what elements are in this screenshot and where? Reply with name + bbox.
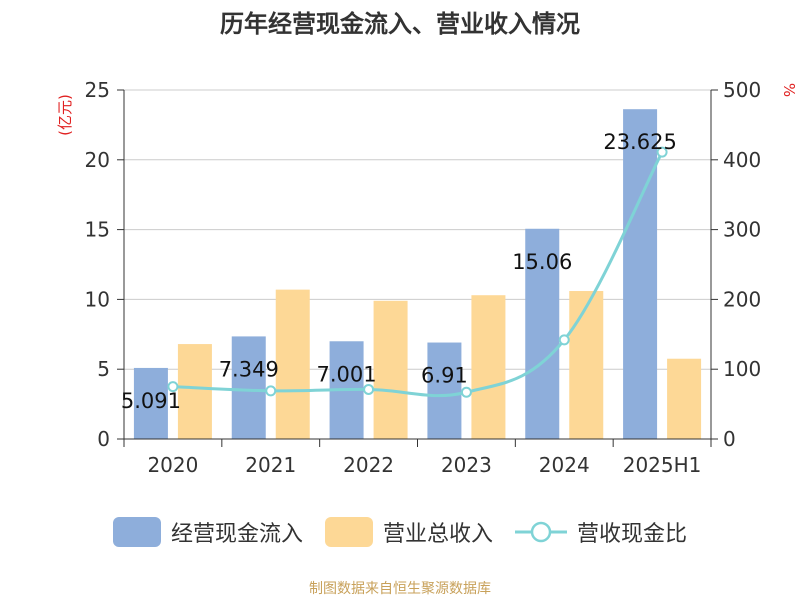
- y-left-tick-label: 5: [97, 357, 110, 381]
- bar-cash-inflow: [231, 336, 266, 439]
- bar-cash-inflow: [623, 109, 658, 439]
- legend-label-cash-ratio: 营收现金比: [577, 522, 688, 547]
- line-point-cash-ratio: [460, 386, 472, 398]
- y-left-tick-label: 20: [85, 148, 110, 172]
- bar-cash-inflow: [525, 228, 560, 439]
- y-right-tick-label: 200: [723, 287, 761, 311]
- x-tick-label: 2023: [441, 453, 492, 477]
- bar-revenue: [373, 300, 408, 439]
- legend-item-cash-ratio[interactable]: 营收现金比: [515, 516, 687, 548]
- bar-cash-inflow: [133, 367, 168, 439]
- line-point-cash-ratio: [167, 381, 179, 393]
- data-label-cash-inflow: 7.001: [317, 362, 377, 386]
- x-tick-label: 2021: [245, 453, 296, 477]
- y-right-tick-label: 100: [723, 357, 761, 381]
- data-label-cash-inflow: 7.349: [219, 357, 279, 381]
- bar-revenue: [177, 344, 212, 439]
- line-point-cash-ratio: [265, 385, 277, 397]
- legend-label-revenue: 营业总收入: [382, 522, 493, 547]
- legend-swatch-cash-inflow: [112, 517, 161, 547]
- source-note: 制图数据来自恒生聚源数据库: [309, 581, 491, 597]
- x-tick-label: 2020: [147, 453, 198, 477]
- line-point-cash-ratio: [363, 383, 375, 395]
- y-left-tick-label: 15: [85, 218, 110, 242]
- chart-title: 历年经营现金流入、营业收入情况: [220, 10, 580, 38]
- legend: 经营现金流入 营业总收入 营收现金比: [0, 516, 800, 548]
- y-right-tick-label: 0: [723, 427, 736, 451]
- y-axis-left-label: (亿元): [56, 94, 74, 136]
- x-tick-label: 2025H1: [623, 453, 702, 477]
- bar-revenue: [667, 358, 702, 439]
- legend-swatch-cash-ratio: [515, 521, 567, 543]
- line-point-cash-ratio: [558, 334, 570, 346]
- data-label-cash-inflow: 5.091: [121, 389, 181, 413]
- data-label-cash-inflow: 6.91: [421, 364, 468, 388]
- y-left-tick-label: 10: [85, 287, 110, 311]
- bar-cash-inflow: [427, 342, 462, 439]
- legend-label-cash-inflow: 经营现金流入: [170, 522, 303, 547]
- x-tick-label: 2024: [539, 453, 590, 477]
- x-tick-label: 2022: [343, 453, 394, 477]
- legend-item-cash-inflow[interactable]: 经营现金流入: [112, 516, 303, 548]
- bar-revenue: [471, 295, 506, 439]
- legend-item-revenue[interactable]: 营业总收入: [324, 516, 493, 548]
- y-axis-right-label: %: [780, 83, 798, 97]
- y-left-tick-label: 0: [97, 427, 110, 451]
- y-left-tick-label: 25: [85, 78, 110, 102]
- legend-swatch-revenue: [324, 517, 373, 547]
- data-label-cash-inflow: 15.06: [512, 250, 572, 274]
- y-right-tick-label: 300: [723, 218, 761, 242]
- bar-revenue: [569, 291, 604, 439]
- y-right-tick-label: 400: [723, 148, 761, 172]
- y-right-tick-label: 500: [723, 78, 761, 102]
- line-point-cash-ratio: [656, 146, 668, 158]
- bar-revenue: [275, 289, 310, 439]
- data-label-cash-inflow: 23.625: [603, 130, 676, 154]
